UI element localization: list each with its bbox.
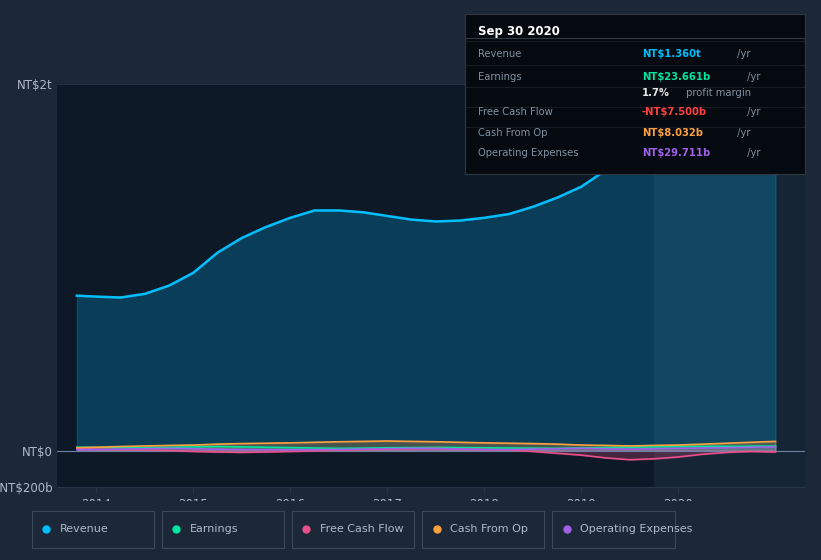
Text: Free Cash Flow: Free Cash Flow — [479, 107, 553, 117]
Text: Cash From Op: Cash From Op — [479, 128, 548, 138]
Text: /yr: /yr — [744, 107, 760, 117]
Bar — [654, 84, 805, 487]
Text: /yr: /yr — [744, 148, 760, 158]
Text: 1.7%: 1.7% — [642, 88, 670, 98]
FancyBboxPatch shape — [553, 511, 675, 548]
FancyBboxPatch shape — [32, 511, 154, 548]
Text: Sep 30 2020: Sep 30 2020 — [479, 25, 560, 38]
Text: Revenue: Revenue — [60, 525, 108, 534]
Text: NT$1.360t: NT$1.360t — [642, 49, 700, 59]
Text: NT$29.711b: NT$29.711b — [642, 148, 710, 158]
Text: profit margin: profit margin — [683, 88, 751, 98]
Text: /yr: /yr — [734, 49, 750, 59]
Text: /yr: /yr — [734, 128, 750, 138]
Text: NT$8.032b: NT$8.032b — [642, 128, 703, 138]
Text: -NT$7.500b: -NT$7.500b — [642, 107, 707, 117]
FancyBboxPatch shape — [422, 511, 544, 548]
Text: Revenue: Revenue — [479, 49, 521, 59]
Text: Earnings: Earnings — [479, 72, 522, 82]
Text: Earnings: Earnings — [190, 525, 238, 534]
Text: /yr: /yr — [744, 72, 760, 82]
Text: Operating Expenses: Operating Expenses — [580, 525, 692, 534]
FancyBboxPatch shape — [163, 511, 284, 548]
Text: Cash From Op: Cash From Op — [450, 525, 528, 534]
Text: Operating Expenses: Operating Expenses — [479, 148, 579, 158]
FancyBboxPatch shape — [292, 511, 415, 548]
Text: Free Cash Flow: Free Cash Flow — [320, 525, 403, 534]
Text: NT$23.661b: NT$23.661b — [642, 72, 710, 82]
